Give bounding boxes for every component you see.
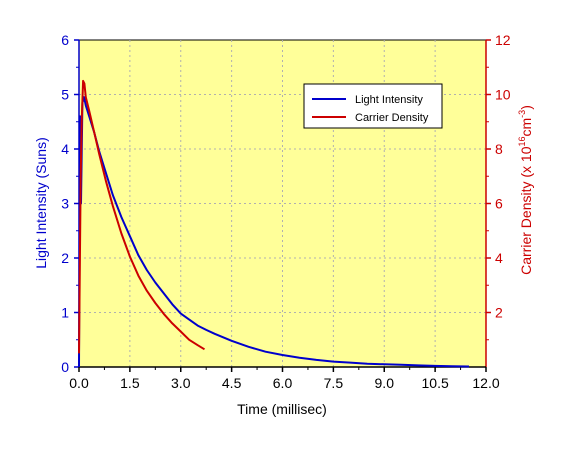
left-tick-label: 2: [61, 250, 69, 266]
legend: Light Intensity Carrier Density: [303, 83, 443, 129]
series-line-light-intensity: [78, 96, 470, 368]
x-axis-label: Time (millisec): [237, 401, 327, 417]
left-tick-label: 3: [61, 196, 69, 212]
right-axis-label-close: ): [518, 105, 534, 110]
x-tick-label: 10.5: [422, 375, 449, 391]
right-axis-label-exp1: 16: [517, 136, 527, 146]
series-lines: [78, 79, 470, 368]
right-axis-label-exp2: -3: [517, 110, 527, 118]
right-axis-label: Carrier Density (x 1016cm-3): [517, 105, 534, 275]
right-tick-label: 4: [495, 250, 503, 266]
legend-label-carrier-density: Carrier Density: [355, 112, 429, 124]
right-tick-label: 2: [495, 305, 503, 321]
right-tick-label: 8: [495, 141, 503, 157]
x-tick-label: 3.0: [171, 375, 191, 391]
left-axis-ticks: 0 1 2 3 4 5 6: [61, 32, 79, 375]
x-tick-label: 6.0: [273, 375, 293, 391]
legend-label-light-intensity: Light Intensity: [355, 94, 423, 106]
x-tick-label: 4.5: [222, 375, 242, 391]
series-line-carrier-density: [78, 79, 206, 354]
right-axis-label-main: Carrier Density (x 10: [518, 146, 534, 275]
legend-box: [303, 83, 443, 129]
x-tick-label: 1.5: [120, 375, 140, 391]
left-tick-label: 6: [61, 32, 69, 48]
x-axis-ticks: 0.0 1.5 3.0 4.5 6.0 7.5 9.0 10.5 12.0: [69, 367, 500, 391]
left-tick-label: 5: [61, 87, 69, 103]
right-tick-label: 10: [495, 87, 511, 103]
x-tick-label: 7.5: [324, 375, 344, 391]
left-axis-label: Light Intensity (Suns): [33, 137, 49, 269]
right-axis-label-unit: cm: [518, 118, 534, 137]
left-tick-label: 1: [61, 305, 69, 321]
x-tick-label: 9.0: [375, 375, 395, 391]
x-tick-label: 0.0: [69, 375, 89, 391]
right-tick-label: 6: [495, 196, 503, 212]
left-tick-label: 0: [61, 359, 69, 375]
x-tick-label: 12.0: [472, 375, 499, 391]
right-axis-ticks: 2 4 6 8 10 12: [486, 32, 511, 341]
right-tick-label: 12: [495, 32, 511, 48]
left-tick-label: 4: [61, 141, 69, 157]
